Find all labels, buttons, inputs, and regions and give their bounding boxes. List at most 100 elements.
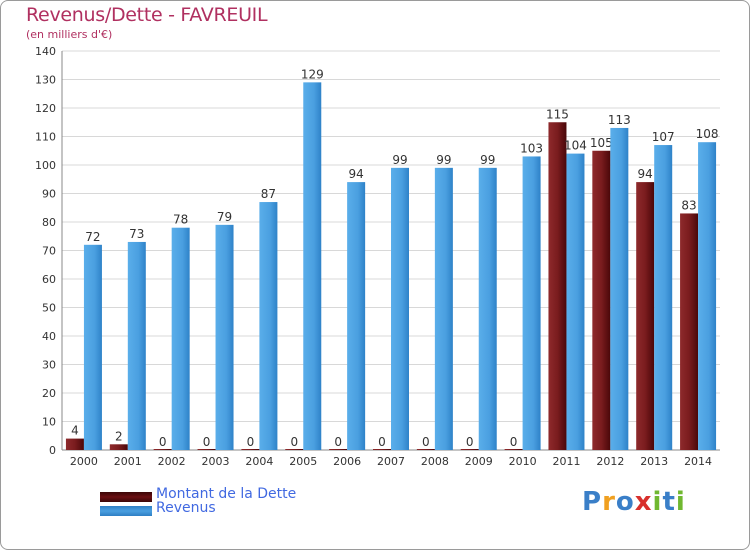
chart-subtitle: (en milliers d'€) (26, 28, 113, 41)
data-label: 103 (520, 141, 543, 155)
bar-dette (460, 449, 479, 450)
data-label: 108 (696, 127, 719, 141)
data-label: 115 (546, 107, 569, 121)
x-tick-label: 2012 (596, 455, 624, 468)
y-tick-label: 50 (42, 302, 56, 315)
logo-letter: o (615, 487, 635, 517)
data-label: 104 (564, 139, 587, 153)
data-label: 4 (71, 424, 79, 438)
bar-dette (504, 449, 523, 450)
bar-revenus (566, 153, 585, 450)
logo-letter: i (652, 487, 663, 517)
bar-dette (680, 213, 699, 450)
x-tick-label: 2002 (158, 455, 186, 468)
bar-revenus (215, 224, 234, 450)
bar-dette (416, 449, 435, 450)
data-label: 83 (681, 198, 696, 212)
data-label: 105 (590, 136, 613, 150)
bar-dette (109, 444, 128, 450)
data-label: 0 (378, 435, 386, 449)
y-tick-label: 70 (42, 245, 56, 258)
bar-dette (548, 122, 567, 450)
bar-dette (592, 150, 611, 450)
data-label: 94 (348, 167, 363, 181)
logo-letter: r (602, 487, 616, 517)
y-tick-label: 30 (42, 359, 56, 372)
data-label: 0 (510, 435, 518, 449)
bar-revenus (478, 167, 497, 450)
bar-revenus (698, 142, 717, 450)
y-tick-label: 20 (42, 387, 56, 400)
legend-swatch-dette (100, 492, 152, 502)
x-tick-label: 2005 (289, 455, 317, 468)
legend-label-revenus: Revenus (156, 500, 216, 516)
y-tick-label: 80 (42, 216, 56, 229)
data-label: 72 (85, 230, 100, 244)
bar-dette (241, 449, 260, 450)
bar-revenus (434, 167, 453, 450)
data-label: 87 (261, 187, 276, 201)
x-tick-label: 2001 (114, 455, 142, 468)
data-label: 73 (129, 227, 144, 241)
bar-revenus (303, 82, 322, 450)
bar-dette (285, 449, 304, 450)
y-tick-label: 140 (35, 45, 56, 58)
logo-letter: i (675, 487, 686, 517)
data-label: 2 (115, 429, 123, 443)
chart-title: Revenus/Dette - FAVREUIL (26, 4, 268, 26)
bar-dette (153, 449, 172, 450)
x-tick-label: 2014 (684, 455, 712, 468)
data-label: 129 (301, 67, 324, 81)
x-tick-label: 2007 (377, 455, 405, 468)
x-tick-label: 2010 (509, 455, 537, 468)
data-label: 99 (436, 153, 451, 167)
bar-revenus (347, 182, 366, 450)
data-label: 0 (334, 435, 342, 449)
y-tick-label: 60 (42, 273, 56, 286)
data-label: 94 (638, 167, 653, 181)
x-tick-label: 2006 (333, 455, 361, 468)
x-tick-label: 2003 (202, 455, 230, 468)
bar-dette (373, 449, 391, 450)
y-tick-label: 40 (42, 330, 56, 343)
bar-revenus (522, 156, 541, 450)
data-label: 0 (247, 435, 255, 449)
y-tick-label: 110 (35, 131, 56, 144)
bar-dette (636, 182, 655, 450)
y-tick-label: 120 (35, 102, 56, 115)
bar-revenus (610, 127, 629, 450)
proxiti-logo: Proxiti (582, 487, 686, 517)
data-label: 113 (608, 113, 631, 127)
data-label: 0 (159, 435, 167, 449)
bar-revenus (259, 202, 278, 450)
y-tick-label: 130 (35, 74, 56, 87)
x-tick-label: 2008 (421, 455, 449, 468)
bar-dette (65, 438, 84, 450)
legend-swatch-revenus (100, 506, 152, 516)
bar-dette (197, 449, 216, 450)
bar-revenus (171, 227, 190, 450)
x-tick-label: 2000 (70, 455, 98, 468)
bar-revenus (127, 241, 146, 450)
logo-letter: x (634, 487, 653, 517)
logo-letter: P (582, 487, 603, 517)
data-label: 0 (290, 435, 298, 449)
bar-revenus (391, 167, 409, 450)
data-label: 78 (173, 213, 188, 227)
logo-letter: t (662, 487, 676, 517)
y-tick-label: 0 (49, 444, 56, 457)
data-label: 99 (392, 153, 407, 167)
x-tick-label: 2011 (552, 455, 580, 468)
x-tick-label: 2013 (640, 455, 668, 468)
data-label: 79 (217, 210, 232, 224)
x-tick-label: 2009 (465, 455, 493, 468)
y-tick-label: 10 (42, 416, 56, 429)
data-label: 107 (652, 130, 675, 144)
legend-label-dette: Montant de la Dette (156, 486, 297, 502)
y-tick-label: 90 (42, 188, 56, 201)
bar-revenus (654, 145, 673, 451)
bar-dette (329, 449, 348, 450)
bar-revenus (83, 244, 102, 450)
data-label: 0 (203, 435, 211, 449)
